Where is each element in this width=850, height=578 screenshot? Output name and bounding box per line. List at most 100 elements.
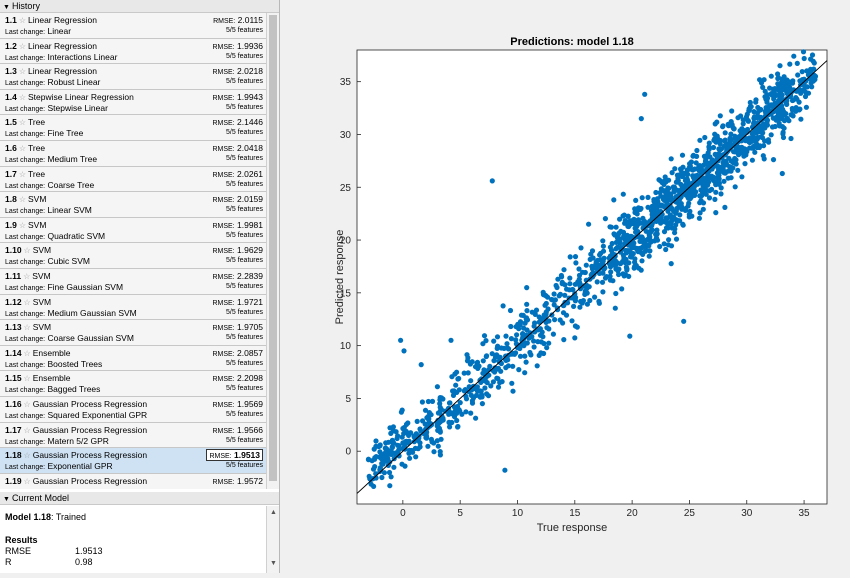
data-point bbox=[405, 420, 411, 426]
favorite-star-icon[interactable]: ☆ bbox=[23, 271, 31, 281]
favorite-star-icon[interactable]: ☆ bbox=[18, 92, 26, 102]
data-point bbox=[589, 248, 596, 254]
history-item-1-2[interactable]: 1.2 ☆ Linear Regression Last change: Intera… bbox=[0, 38, 266, 65]
data-point bbox=[422, 421, 428, 427]
data-point bbox=[537, 326, 543, 332]
favorite-star-icon[interactable]: ☆ bbox=[23, 476, 31, 486]
history-item-1-5[interactable]: 1.5 ☆ Tree Last change: Fine Tree RMSE: 2.14… bbox=[0, 115, 266, 141]
favorite-star-icon[interactable]: ☆ bbox=[18, 143, 26, 153]
history-item-1-17[interactable]: 1.17 ☆ Gaussian Process Regression Last cha… bbox=[0, 422, 266, 449]
x-tick-label: 20 bbox=[627, 508, 639, 519]
history-item-1-12[interactable]: 1.12 ☆ SVM Last change: Medium Gaussian SVM… bbox=[0, 294, 266, 321]
data-point bbox=[383, 445, 389, 451]
last-change-value: Fine Gaussian SVM bbox=[47, 281, 124, 292]
features-count: 5/5 features bbox=[226, 282, 263, 290]
history-item-1-9[interactable]: 1.9 ☆ SVM Last change: Quadratic SVM RMSE: 1… bbox=[0, 217, 266, 244]
data-point bbox=[625, 213, 631, 219]
data-point bbox=[551, 302, 557, 308]
data-point bbox=[653, 235, 660, 241]
data-point bbox=[710, 177, 716, 183]
history-item-1-6[interactable]: 1.6 ☆ Tree Last change: Medium Tree RMSE: 2.… bbox=[0, 140, 266, 167]
history-item-1-14[interactable]: 1.14 ☆ Ensemble Last change: Boosted Trees R… bbox=[0, 345, 266, 372]
chart-title: Predictions: model 1.18 bbox=[510, 36, 633, 48]
scrollbar-thumb[interactable] bbox=[269, 15, 277, 481]
data-point bbox=[659, 202, 665, 208]
favorite-star-icon[interactable]: ☆ bbox=[23, 323, 31, 333]
data-point bbox=[627, 221, 633, 227]
current-model-scrollbar[interactable]: ▲ ▼ bbox=[266, 506, 279, 573]
history-item-1-3[interactable]: 1.3 ☆ Linear Regression Last change: Robust… bbox=[0, 64, 266, 90]
favorite-star-icon[interactable]: ☆ bbox=[23, 425, 31, 435]
data-point bbox=[546, 326, 552, 332]
favorite-star-icon[interactable]: ☆ bbox=[23, 246, 31, 256]
history-item-1-15[interactable]: 1.15 ☆ Ensemble Last change: Bagged Trees RM… bbox=[0, 371, 266, 397]
favorite-star-icon[interactable]: ☆ bbox=[18, 16, 26, 25]
data-point bbox=[778, 80, 784, 86]
history-item-1-11[interactable]: 1.11 ☆ SVM Last change: Fine Gaussian SVM RM… bbox=[0, 268, 266, 295]
data-point bbox=[413, 454, 419, 460]
history-item-1-7[interactable]: 1.7 ☆ Tree Last change: Coarse Tree RMSE: 2.… bbox=[0, 166, 266, 193]
data-point bbox=[787, 79, 793, 85]
favorite-star-icon[interactable]: ☆ bbox=[18, 118, 26, 128]
rmse-value: 2.0418 bbox=[237, 142, 263, 153]
favorite-star-icon[interactable]: ☆ bbox=[18, 41, 26, 51]
favorite-star-icon[interactable]: ☆ bbox=[23, 297, 31, 307]
data-point bbox=[577, 280, 583, 286]
data-point bbox=[573, 260, 579, 266]
data-point bbox=[733, 134, 739, 140]
history-item-1-4[interactable]: 1.4 ☆ Stepwise Linear Regression Last chang… bbox=[0, 89, 266, 116]
favorite-star-icon[interactable]: ☆ bbox=[23, 451, 31, 461]
history-item-1-16[interactable]: 1.16 ☆ Gaussian Process Regression Last cha… bbox=[0, 396, 266, 423]
favorite-star-icon[interactable]: ☆ bbox=[23, 399, 31, 409]
scroll-up-icon[interactable]: ▲ bbox=[270, 509, 277, 516]
data-point bbox=[769, 124, 776, 130]
favorite-star-icon[interactable]: ☆ bbox=[18, 220, 26, 230]
data-point bbox=[671, 184, 677, 190]
favorite-star-icon[interactable]: ☆ bbox=[18, 67, 26, 77]
collapse-triangle-icon[interactable]: ▼ bbox=[3, 496, 10, 503]
history-item-1-13[interactable]: 1.13 ☆ SVM Last change: Coarse Gaussian SVM… bbox=[0, 320, 266, 346]
predictions-chart[interactable]: Predictions: model 1.18 0 5 10 15 20 25 30 35 0… bbox=[281, 0, 850, 573]
data-point bbox=[437, 429, 443, 435]
data-point bbox=[590, 255, 596, 261]
data-point bbox=[388, 451, 394, 457]
data-point bbox=[803, 104, 810, 110]
data-point bbox=[463, 409, 469, 415]
data-point bbox=[672, 230, 678, 236]
favorite-star-icon[interactable]: ☆ bbox=[23, 374, 31, 384]
history-item-1-10[interactable]: 1.10 ☆ SVM Last change: Cubic SVM RMSE: 1.96… bbox=[0, 243, 266, 269]
data-point bbox=[618, 228, 624, 234]
current-model-header[interactable]: ▼ Current Model bbox=[0, 492, 279, 505]
data-point bbox=[561, 267, 567, 273]
data-point bbox=[497, 359, 503, 366]
scroll-down-icon[interactable]: ▼ bbox=[270, 560, 277, 567]
favorite-star-icon[interactable]: ☆ bbox=[18, 169, 26, 179]
data-point bbox=[686, 211, 692, 217]
collapse-triangle-icon[interactable]: ▼ bbox=[3, 4, 10, 11]
history-item-1-18[interactable]: 1.18 ☆ Gaussian Process Regression Last cha… bbox=[0, 448, 266, 474]
features-count: 5/5 features bbox=[226, 78, 263, 86]
model-type: Tree bbox=[28, 168, 46, 179]
data-point bbox=[723, 141, 729, 147]
data-point bbox=[452, 371, 458, 377]
history-header[interactable]: ▼ History bbox=[0, 0, 279, 13]
data-point bbox=[751, 109, 757, 115]
history-item-1-8[interactable]: 1.8 ☆ SVM Last change: Linear SVM RMSE: 2.01… bbox=[0, 192, 266, 218]
features-count: 5/5 features bbox=[226, 308, 263, 316]
data-point bbox=[550, 331, 556, 337]
last-change-value: Stepwise Linear bbox=[47, 102, 108, 113]
favorite-star-icon[interactable]: ☆ bbox=[23, 348, 31, 358]
data-point bbox=[755, 120, 761, 126]
history-item-1-1[interactable]: 1.1 ☆ Linear Regression Last change: Linear… bbox=[0, 13, 266, 39]
data-point bbox=[521, 325, 527, 331]
data-point bbox=[371, 446, 377, 452]
history-scrollbar[interactable] bbox=[266, 13, 279, 489]
history-item-title: 1.6 ☆ Tree bbox=[5, 143, 45, 153]
x-ticks: 0 5 10 15 20 25 30 35 bbox=[400, 500, 810, 519]
data-point bbox=[391, 440, 397, 446]
x-tick-label: 5 bbox=[457, 508, 463, 519]
data-point bbox=[567, 281, 573, 287]
data-point bbox=[728, 119, 734, 125]
favorite-star-icon[interactable]: ☆ bbox=[18, 195, 26, 205]
